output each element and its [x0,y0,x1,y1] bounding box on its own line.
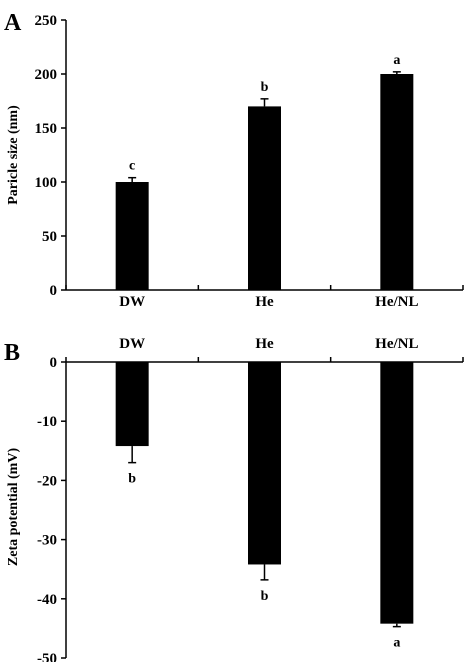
panel-a-y-tick-label-4: 200 [35,67,58,83]
panel-a-letter: A [4,10,22,36]
panel-a-bar-2 [380,74,414,290]
panel-b-y-tick-label-5: -50 [37,651,57,662]
panel-b-sig-label-1: b [261,589,269,604]
panel-a-error-bar-1 [260,98,269,107]
panel-a-category-label-1: He [255,294,274,310]
panel-b-y-tick-label-1: -10 [37,414,57,430]
panel-a-sig-label-2: a [393,53,400,68]
panel-b-category-label-1: He [255,336,274,352]
panel-b-sig-label-2: a [393,636,400,651]
panel-a-category-label-2: He/NL [375,294,418,310]
panel-b-plot-area: b b a 0 -10 -20 -30 -40 -50 DW He He/NL [37,336,464,662]
panel-b: B Zeta potential (mV) b b a 0 -10 -20 -30 -40 -5… [4,336,464,662]
panel-b-error-bar-2 [392,623,401,628]
panel-a-plot-area: c b a 0 50 100 150 200 250 DW He He/NL [35,13,464,310]
panel-a-y-tick-label-0: 0 [50,283,58,299]
panel-b-y-tick-label-2: -20 [37,473,57,489]
panel-b-y-tick-label-0: 0 [50,355,58,371]
panel-b-error-bar-1 [260,564,269,581]
panel-a-category-label-0: DW [119,294,145,310]
panel-a-y-axis-title: Paricle size (nm) [6,105,21,205]
panel-a-y-tick-label-3: 150 [35,121,58,137]
panel-b-category-label-0: DW [119,336,145,352]
panel-b-category-label-2: He/NL [375,336,418,352]
panel-b-sig-label-0: b [128,472,136,487]
panel-a-error-bar-0 [128,176,137,182]
panel-b-bar-2 [380,362,414,624]
panel-a-sig-label-0: c [129,159,135,174]
panel-a-bar-0 [115,182,149,290]
panel-b-bar-1 [248,362,281,565]
panel-a-y-tick-label-5: 250 [35,13,58,29]
panel-a-bar-1 [248,106,281,291]
panel-a-sig-label-1: b [261,80,269,95]
panel-a-y-tick-label-1: 50 [42,229,57,245]
panel-a: A Paricle size (nm) c b a 0 50 100 150 200 250 DW… [4,10,464,310]
panel-b-y-tick-label-3: -30 [37,533,57,549]
panel-a-error-bar-2 [392,71,401,74]
panel-b-y-axis-title: Zeta potential (mV) [6,448,21,567]
panel-b-letter: B [4,340,20,366]
panel-b-y-tick-label-4: -40 [37,592,57,608]
panel-a-y-tick-label-2: 100 [35,175,58,191]
panel-b-bar-0 [115,362,149,447]
panel-b-error-bar-0 [128,446,137,464]
